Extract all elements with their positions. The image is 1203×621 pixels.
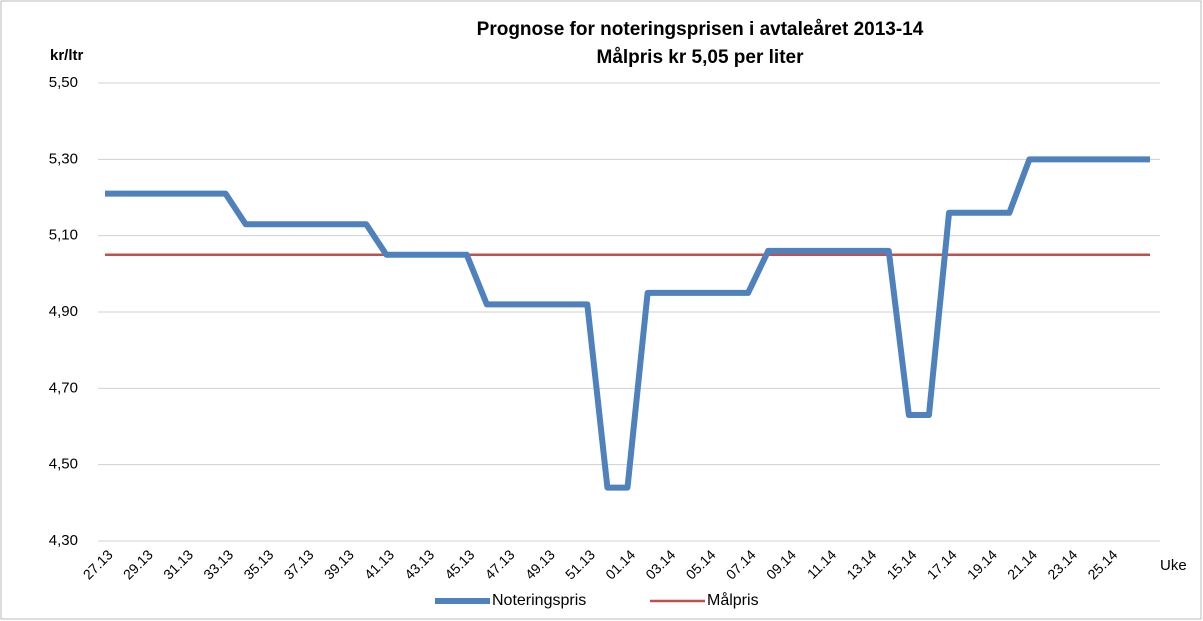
y-axis-label: kr/ltr: [50, 47, 84, 64]
legend-label: Målpris: [707, 591, 759, 609]
y-tick-label: 4,70: [49, 379, 78, 396]
y-tick-label: 5,30: [49, 150, 78, 167]
x-axis-label: Uke: [1160, 557, 1187, 574]
y-tick-label: 5,50: [49, 74, 78, 91]
y-tick-label: 4,90: [49, 303, 78, 320]
y-tick-label: 5,10: [49, 227, 78, 244]
chart-title: Prognose for noteringsprisen i avtaleåre…: [477, 19, 924, 40]
y-tick-label: 4,50: [49, 456, 78, 473]
y-tick-label: 4,30: [49, 532, 78, 549]
data-line: [105, 156, 1150, 491]
legend-label: Noteringspris: [492, 592, 586, 609]
chart-subtitle: Målpris kr 5,05 per liter: [597, 47, 805, 68]
